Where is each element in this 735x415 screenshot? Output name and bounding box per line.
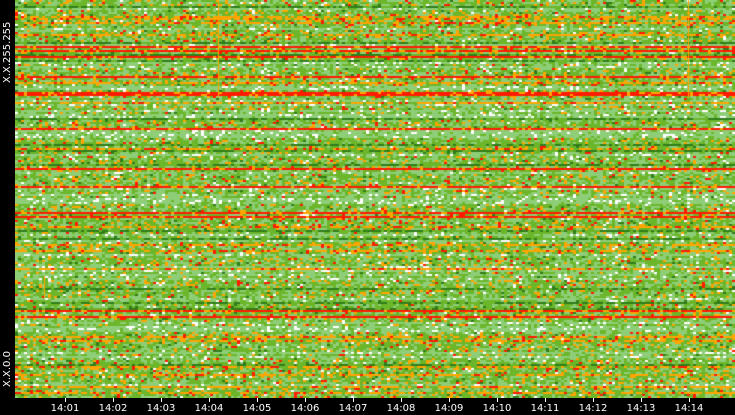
x-axis: 14:01 14:02 14:03 14:04 14:05 14:06 14:07 14:08… (0, 398, 735, 415)
x-tick-label: 14:08 (386, 403, 416, 414)
y-axis: X.X.255.255 X.X.0.0 (0, 0, 15, 398)
x-tick-label: 14:12 (578, 403, 608, 414)
x-tick (113, 398, 114, 402)
heatmap-grid (15, 0, 735, 398)
x-tick (65, 398, 66, 402)
x-tick-label: 14:10 (482, 403, 512, 414)
x-tick (401, 398, 402, 402)
x-tick (545, 398, 546, 402)
x-tick-label: 14:07 (338, 403, 368, 414)
x-tick (689, 398, 690, 402)
x-tick (353, 398, 354, 402)
x-tick (209, 398, 210, 402)
x-tick-label: 14:09 (434, 403, 464, 414)
x-tick-label: 14:05 (242, 403, 272, 414)
x-tick-label: 14:14 (674, 403, 704, 414)
x-tick (305, 398, 306, 402)
x-tick (449, 398, 450, 402)
x-tick-label: 14:03 (146, 403, 176, 414)
x-tick-label: 14:04 (194, 403, 224, 414)
x-tick-label: 14:01 (50, 403, 80, 414)
x-tick-label: 14:06 (290, 403, 320, 414)
x-tick (257, 398, 258, 402)
x-tick (641, 398, 642, 402)
y-label-bottom: X.X.0.0 (2, 351, 13, 387)
x-tick (497, 398, 498, 402)
x-tick-label: 14:13 (626, 403, 656, 414)
x-tick (593, 398, 594, 402)
x-tick-label: 14:02 (98, 403, 128, 414)
x-tick (161, 398, 162, 402)
y-label-top: X.X.255.255 (2, 21, 13, 83)
x-tick-label: 14:11 (530, 403, 560, 414)
